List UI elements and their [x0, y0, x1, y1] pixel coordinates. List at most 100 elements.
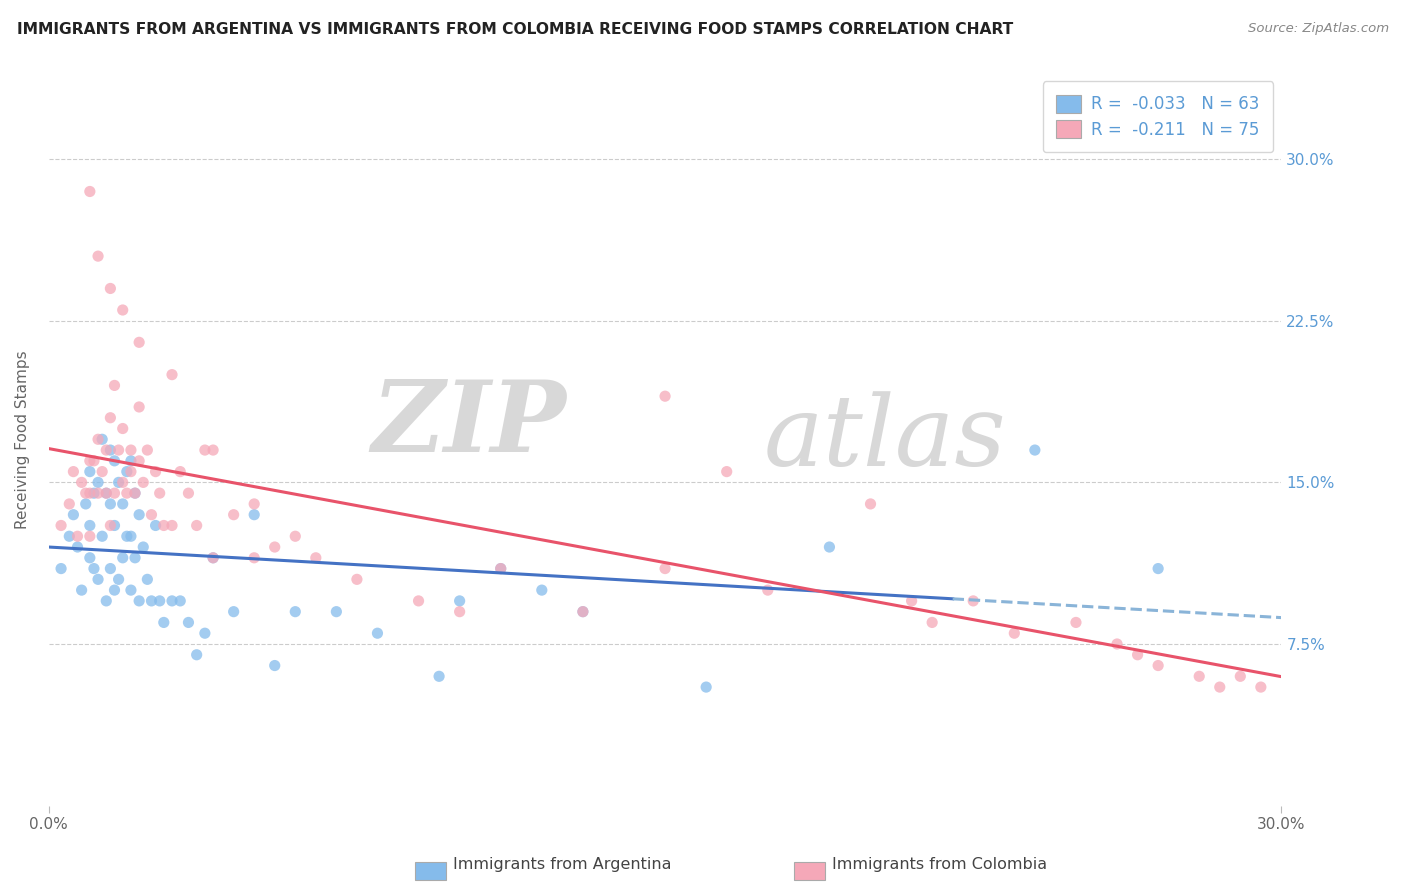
Point — [169, 465, 191, 479]
Point — [1002, 626, 1025, 640]
Point — [62, 465, 84, 479]
Point — [87, 249, 110, 263]
Point — [489, 561, 512, 575]
Point — [96, 443, 118, 458]
Point — [120, 583, 142, 598]
Point — [58, 529, 80, 543]
Text: Immigrants from Colombia: Immigrants from Colombia — [832, 857, 1047, 872]
Point — [111, 550, 134, 565]
Point — [103, 583, 125, 598]
Point — [91, 432, 114, 446]
Point — [49, 561, 72, 575]
Point — [160, 518, 183, 533]
Y-axis label: Receiving Food Stamps: Receiving Food Stamps — [15, 350, 30, 529]
Point — [79, 486, 101, 500]
Point — [177, 615, 200, 630]
Point — [128, 508, 150, 522]
Point — [756, 583, 779, 598]
Point — [305, 550, 328, 565]
Point — [100, 561, 122, 575]
Point — [103, 378, 125, 392]
Point — [1147, 658, 1170, 673]
Point — [859, 497, 882, 511]
Point — [100, 497, 122, 511]
Point — [100, 443, 122, 458]
Point — [408, 594, 430, 608]
Point — [177, 486, 200, 500]
Point — [1229, 669, 1251, 683]
Point — [449, 605, 471, 619]
Point — [79, 465, 101, 479]
Point — [145, 465, 167, 479]
Point — [111, 475, 134, 490]
Point — [818, 540, 841, 554]
Point — [1147, 561, 1170, 575]
Point — [100, 518, 122, 533]
Point — [132, 540, 155, 554]
Point — [100, 281, 122, 295]
Point — [654, 389, 676, 403]
Point — [186, 648, 208, 662]
Point — [66, 529, 89, 543]
Point — [136, 443, 159, 458]
Point — [83, 454, 105, 468]
Point — [87, 432, 110, 446]
Point — [152, 518, 174, 533]
Point — [87, 572, 110, 586]
Text: IMMIGRANTS FROM ARGENTINA VS IMMIGRANTS FROM COLOMBIA RECEIVING FOOD STAMPS CORR: IMMIGRANTS FROM ARGENTINA VS IMMIGRANTS … — [17, 22, 1014, 37]
Point — [58, 497, 80, 511]
Text: Immigrants from Argentina: Immigrants from Argentina — [453, 857, 671, 872]
Point — [128, 400, 150, 414]
Point — [124, 550, 146, 565]
Point — [243, 508, 266, 522]
Point — [1126, 648, 1149, 662]
Point — [75, 486, 97, 500]
Point — [489, 561, 512, 575]
Point — [202, 550, 225, 565]
Point — [100, 410, 122, 425]
Point — [120, 443, 142, 458]
Text: atlas: atlas — [763, 392, 1007, 487]
Point — [128, 594, 150, 608]
Point — [120, 454, 142, 468]
Point — [136, 572, 159, 586]
Point — [194, 443, 217, 458]
Point — [921, 615, 943, 630]
Point — [124, 486, 146, 500]
Point — [366, 626, 388, 640]
Point — [145, 518, 167, 533]
Point — [132, 475, 155, 490]
Point — [169, 594, 191, 608]
Point — [186, 518, 208, 533]
Point — [325, 605, 347, 619]
Point — [83, 561, 105, 575]
Point — [83, 486, 105, 500]
Point — [160, 594, 183, 608]
Point — [96, 594, 118, 608]
Point — [572, 605, 595, 619]
Point — [243, 550, 266, 565]
Point — [263, 540, 285, 554]
Point — [120, 465, 142, 479]
Point — [284, 529, 307, 543]
Point — [284, 605, 307, 619]
Point — [124, 486, 146, 500]
Point — [141, 594, 163, 608]
Point — [1188, 669, 1211, 683]
Point — [202, 443, 225, 458]
Point — [530, 583, 553, 598]
Point — [695, 680, 717, 694]
Point — [222, 508, 245, 522]
Point — [149, 594, 172, 608]
Point — [128, 454, 150, 468]
Point — [49, 518, 72, 533]
Point — [62, 508, 84, 522]
Point — [572, 605, 595, 619]
Point — [115, 529, 138, 543]
Point — [160, 368, 183, 382]
Point — [654, 561, 676, 575]
Point — [111, 421, 134, 435]
Point — [120, 529, 142, 543]
Point — [91, 529, 114, 543]
Point — [1064, 615, 1087, 630]
